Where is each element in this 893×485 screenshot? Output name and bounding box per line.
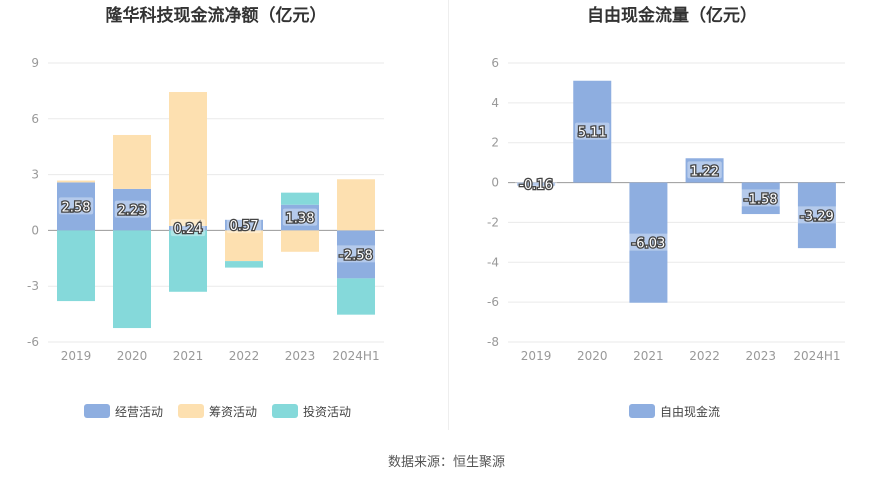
chart-0-legend-label-0: 经营活动 xyxy=(115,405,163,419)
chart-0-bar-1 xyxy=(225,230,263,262)
chart-1-bar-0 xyxy=(517,182,556,186)
chart-0-y-tick-label: 0 xyxy=(31,223,39,237)
chart-1-data-label: -6.03 xyxy=(632,237,666,252)
chart-1-y-tick-label: 2 xyxy=(491,136,499,150)
chart-0-data-label: 2.58 xyxy=(62,200,91,215)
chart-1-legend-swatch-0 xyxy=(629,404,655,418)
chart-0-bar-0 xyxy=(169,225,207,231)
chart-0-data-label: 0.57 xyxy=(230,219,259,234)
chart-1-bar-0 xyxy=(629,182,668,303)
chart-1-y-tick-label: 0 xyxy=(491,176,499,190)
chart-0-x-tick-label: 2023 xyxy=(285,349,316,363)
chart-0-data-label-bg xyxy=(335,245,377,263)
chart-0-bar-1 xyxy=(169,92,207,226)
chart-0-bar-2 xyxy=(337,278,375,315)
chart-1-title: 自由现金流量（亿元） xyxy=(587,5,757,26)
chart-0-data-label-bg xyxy=(226,216,262,234)
chart-0-bar-2 xyxy=(169,230,207,292)
chart-0-bar-1 xyxy=(337,179,375,231)
chart-1-data-label-bg xyxy=(627,233,670,251)
chart-1-bar-0 xyxy=(741,182,780,215)
chart-0-y-tick-label: 3 xyxy=(31,168,39,182)
chart-0-y-tick-label: 9 xyxy=(31,56,39,70)
chart-0-x-tick-label: 2019 xyxy=(61,349,92,363)
chart-0-bar-1 xyxy=(113,134,151,189)
chart-1-data-label-bg xyxy=(739,189,782,207)
chart-0-data-label-bg xyxy=(282,208,318,226)
chart-0-legend-swatch-1 xyxy=(178,404,204,418)
chart-0-data-label: 1.38 xyxy=(286,212,315,227)
chart-1-data-label-bg xyxy=(515,175,558,193)
chart-0-data-label-bg xyxy=(58,197,94,215)
chart-0-y-tick-label: 6 xyxy=(31,112,39,126)
chart-0-bar-2 xyxy=(225,261,263,268)
chart-0-y-tick-label: -6 xyxy=(27,335,39,349)
chart-1-y-tick-label: -4 xyxy=(487,255,499,269)
chart-0-x-tick-label: 2022 xyxy=(229,349,260,363)
chart-0-legend-swatch-0 xyxy=(84,404,110,418)
chart-1-x-tick-label: 2020 xyxy=(577,349,608,363)
chart-0-legend-label-1: 筹资活动 xyxy=(209,405,257,419)
chart-1-y-tick-label: -6 xyxy=(487,295,499,309)
chart-0-bar-0 xyxy=(113,188,151,231)
chart-0-legend-label-2: 投资活动 xyxy=(303,404,351,419)
chart-0-bar-0 xyxy=(281,204,319,231)
chart-0-x-tick-label: 2024H1 xyxy=(332,349,379,363)
chart-1-x-tick-label: 2022 xyxy=(689,349,720,363)
chart-0-bar-2 xyxy=(281,192,319,205)
chart-0-data-label-bg xyxy=(170,219,206,237)
chart-0-bar-1 xyxy=(57,180,95,183)
chart-1-x-tick-label: 2024H1 xyxy=(793,349,840,363)
chart-0-data-label: 0.24 xyxy=(174,222,203,237)
chart-0-x-tick-label: 2020 xyxy=(117,349,148,363)
chart-1-data-label: -3.29 xyxy=(800,209,834,224)
chart-0-title: 隆华科技现金流净额（亿元） xyxy=(106,5,327,26)
chart-1-y-tick-label: -2 xyxy=(487,215,499,229)
chart-0-bar-2 xyxy=(113,230,151,329)
chart-1-data-label-bg xyxy=(687,161,722,179)
data-source-text: 数据来源：恒生聚源 xyxy=(387,455,505,470)
chart-1-data-label: -0.16 xyxy=(519,178,553,193)
chart-0-legend-swatch-2 xyxy=(272,404,298,418)
chart-1-bar-0 xyxy=(685,158,724,183)
chart-1-x-tick-label: 2019 xyxy=(521,349,552,363)
chart-1-x-tick-label: 2023 xyxy=(745,349,776,363)
chart-0-bar-0 xyxy=(57,182,95,231)
chart-1-y-tick-label: 6 xyxy=(491,56,499,70)
chart-1-data-label-bg xyxy=(795,206,838,224)
chart-0-x-tick-label: 2021 xyxy=(173,349,204,363)
chart-0-bar-0 xyxy=(225,219,263,231)
chart-1-data-label: 1.22 xyxy=(690,164,719,179)
chart-1-legend-label-0: 自由现金流 xyxy=(660,404,720,419)
chart-1-data-label-bg xyxy=(575,122,610,140)
chart-1-y-tick-label: 4 xyxy=(491,96,499,110)
chart-0-bar-2 xyxy=(57,230,95,302)
chart-0-bar-0 xyxy=(337,230,375,279)
chart-0-data-label: -2.58 xyxy=(339,248,373,263)
chart-0-data-label-bg xyxy=(114,200,150,218)
chart-1-data-label: 5.11 xyxy=(578,126,607,141)
chart-divider xyxy=(448,0,449,430)
chart-1-x-tick-label: 2021 xyxy=(633,349,664,363)
chart-1-data-label: -1.58 xyxy=(744,192,778,207)
chart-1-y-tick-label: -8 xyxy=(487,335,499,349)
chart-0-data-label: 2.23 xyxy=(118,204,147,219)
chart-0-bar-1 xyxy=(281,230,319,252)
chart-0-y-tick-label: -3 xyxy=(27,279,39,293)
chart-1-bar-0 xyxy=(573,80,612,183)
chart-1-bar-0 xyxy=(797,182,836,249)
